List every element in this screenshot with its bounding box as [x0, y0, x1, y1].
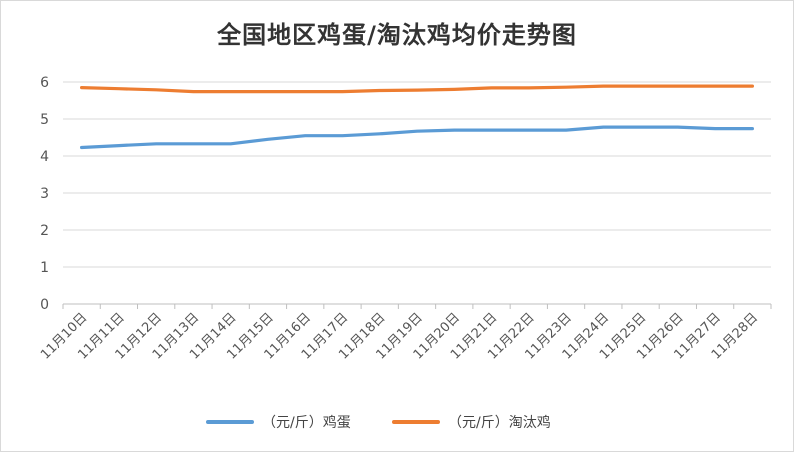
y-tick-label: 1	[40, 260, 49, 276]
series-line-1	[79, 84, 755, 94]
chart-title: 全国地区鸡蛋/淘汰鸡均价走势图	[217, 21, 577, 49]
series-line-0	[79, 125, 755, 150]
y-tick-label: 2	[40, 223, 49, 239]
y-tick-label: 5	[40, 112, 49, 128]
legend-label-1: （元/斤）淘汰鸡	[448, 414, 551, 431]
y-tick-label: 4	[40, 149, 49, 165]
y-tick-label: 6	[40, 75, 49, 91]
legend-label-0: （元/斤）鸡蛋	[262, 414, 351, 431]
y-tick-label: 0	[40, 297, 49, 313]
y-tick-label: 3	[40, 186, 49, 202]
